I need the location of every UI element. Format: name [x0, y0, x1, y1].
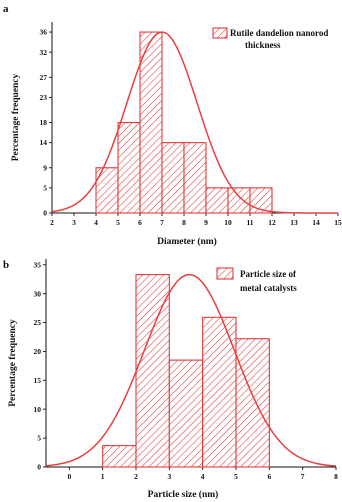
y-tick-label: 9: [43, 163, 47, 172]
x-tick-label: 11: [246, 218, 253, 227]
histogram-bar: [227, 187, 251, 214]
y-tick-label: 35: [34, 260, 42, 269]
legend-label-line1: Rutile dandelion nanorod: [230, 28, 328, 38]
y-tick-label: 5: [43, 183, 47, 192]
x-axis-title: Diameter (nm): [157, 236, 217, 247]
legend: Particle size of metal catalysts: [216, 267, 297, 293]
gaussian-fit-curve: [51, 31, 338, 214]
panel-letter: a: [3, 3, 9, 15]
x-tick-label: 2: [50, 218, 54, 227]
histogram-bar: [235, 338, 270, 468]
y-tick-label: 27: [40, 73, 48, 82]
x-tick-label: 6: [267, 472, 271, 481]
y-axis-title: Percentage frequency: [11, 74, 21, 162]
y-tick-label: 30: [34, 289, 42, 298]
x-tick-label: 2: [134, 472, 138, 481]
y-tick-label: 18: [40, 118, 48, 127]
x-tick-label: 15: [334, 218, 342, 227]
x-axis-title: Particle size (nm): [148, 489, 219, 500]
y-tick-label: 23: [40, 93, 48, 102]
x-tick-label: 9: [204, 218, 208, 227]
x-tick-label: 6: [138, 218, 142, 227]
y-tick-label: 10: [34, 405, 42, 414]
x-tick-label: 8: [182, 218, 186, 227]
y-tick-label: 32: [40, 48, 48, 57]
histogram-bar: [102, 445, 137, 468]
histogram-bar: [161, 142, 185, 214]
y-tick-label: 36: [40, 28, 48, 37]
panel-letter: b: [3, 259, 9, 271]
gaussian-fit-curve: [45, 273, 337, 467]
x-tick-label: 0: [67, 472, 71, 481]
histogram-bar: [139, 31, 163, 214]
x-tick-label: 14: [312, 218, 320, 227]
x-tick-label: 5: [116, 218, 120, 227]
y-tick-label: 15: [34, 376, 42, 385]
histogram-bar: [135, 274, 170, 468]
x-tick-label: 4: [201, 472, 205, 481]
histogram-bar: [117, 121, 141, 214]
histogram-bar: [183, 142, 207, 214]
legend-swatch: [216, 267, 234, 280]
legend: Rutile dandelion nanorod thickness: [212, 27, 328, 50]
y-tick-label: 5: [37, 434, 41, 443]
legend-swatch: [212, 27, 228, 39]
y-tick-label: 20: [34, 347, 42, 356]
y-tick-label: 0: [37, 463, 41, 472]
x-tick-label: 1: [101, 472, 105, 481]
histogram-bar: [205, 187, 229, 214]
histogram-panel-b: b 0 5 10 15 20 25 30 35 0 1 2 3 4 5 6 7 8 Percentage fr…: [3, 259, 338, 500]
legend-label-line2: metal catalysts: [240, 283, 297, 293]
histogram-bar: [168, 359, 204, 468]
x-tick-label: 10: [224, 218, 232, 227]
x-tick-label: 3: [72, 218, 76, 227]
legend-label-line2: thickness: [245, 40, 281, 50]
y-tick-label: 25: [34, 318, 42, 327]
x-tick-label: 7: [160, 218, 164, 227]
x-tick-label: 7: [301, 472, 305, 481]
histogram-bar: [249, 187, 273, 214]
y-tick-label: 14: [40, 138, 48, 147]
x-tick-label: 8: [334, 472, 338, 481]
y-axis-title: Percentage frequency: [8, 319, 18, 407]
y-tick-label: 0: [43, 209, 47, 218]
x-tick-label: 4: [94, 218, 98, 227]
x-tick-label: 12: [268, 218, 276, 227]
legend-label-line1: Particle size of: [240, 269, 297, 279]
x-tick-label: 5: [234, 472, 238, 481]
x-tick-label: 13: [290, 218, 298, 227]
x-tick-label: 3: [167, 472, 171, 481]
